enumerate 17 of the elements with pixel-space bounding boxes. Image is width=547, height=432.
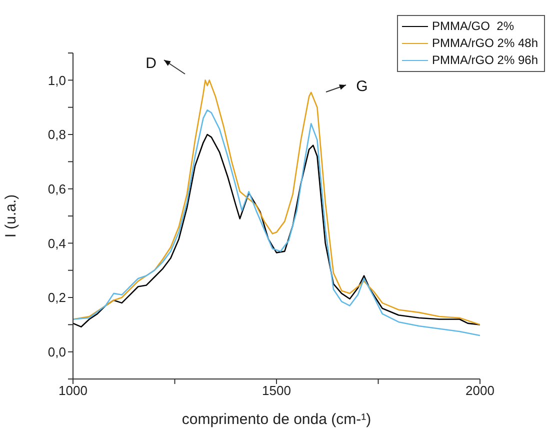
y-tick-label: 0,6 <box>48 181 66 196</box>
annotation: G <box>356 78 368 95</box>
y-tick-label: 0,0 <box>48 344 66 360</box>
y-tick-label: 0,8 <box>48 127 66 142</box>
y-tick-label: 0,4 <box>48 236 66 251</box>
y-tick-label: 1,0 <box>48 72 66 88</box>
x-tick-label: 1500 <box>262 383 291 398</box>
y-axis-title: I (u.a.) <box>2 194 20 238</box>
x-tick-label: 2000 <box>466 383 494 398</box>
x-axis-title: comprimento de onda (cm-¹) <box>182 411 372 428</box>
legend-label: PMMA/GO 2% <box>432 18 514 35</box>
x-tick-label: 1000 <box>58 383 88 398</box>
line-series <box>73 80 480 326</box>
legend-label: PMMA/rGO 2% 48h <box>432 35 538 52</box>
legend-label: PMMA/rGO 2% 96h <box>432 52 538 69</box>
annotation: D <box>146 55 157 72</box>
y-tick-label: 0,2 <box>48 290 66 306</box>
